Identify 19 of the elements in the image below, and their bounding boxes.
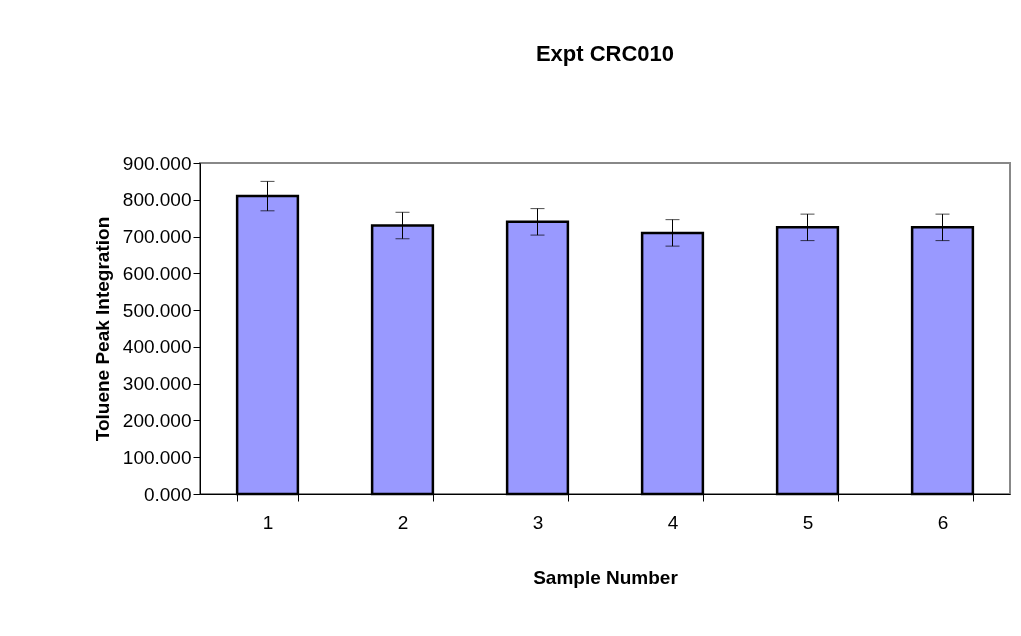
y-tick-label: 600.000	[122, 262, 192, 284]
y-tick-label: 700.000	[122, 226, 192, 248]
chart-title: Expt CRC010	[535, 41, 675, 66]
x-tick-label: 1	[262, 511, 274, 533]
y-axis-title: Toluene Peak Integration	[91, 216, 113, 442]
y-tick-label: 800.000	[122, 189, 192, 211]
y-tick-label: 300.000	[122, 373, 192, 395]
y-tick-label: 900.000	[122, 152, 192, 174]
x-tick-label: 2	[397, 511, 409, 533]
y-tick-label: 0.000	[143, 483, 192, 505]
y-tick-label: 400.000	[122, 336, 192, 358]
y-tick-label: 200.000	[122, 409, 192, 431]
x-tick-label: 3	[532, 511, 544, 533]
x-tick-label: 6	[937, 511, 949, 533]
y-tick-label: 500.000	[122, 299, 192, 321]
x-tick-label: 4	[667, 511, 679, 533]
y-tick-label: 100.000	[122, 446, 192, 468]
x-axis-title: Sample Number	[533, 566, 679, 588]
x-tick-label: 5	[802, 511, 814, 533]
